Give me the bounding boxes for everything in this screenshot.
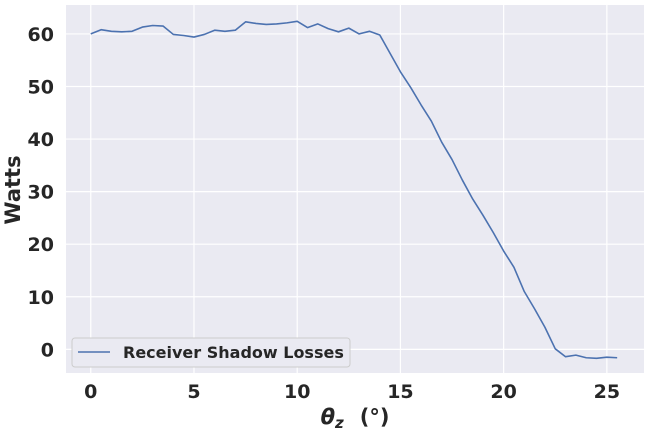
x-axis-label-unit: (°) bbox=[360, 405, 390, 429]
x-tick-label: 10 bbox=[284, 381, 310, 403]
y-tick-label: 30 bbox=[28, 182, 54, 204]
series-layer bbox=[90, 20, 618, 360]
x-tick-label: 0 bbox=[84, 381, 97, 403]
x-tick-label: 5 bbox=[187, 381, 200, 403]
x-axis-ticks: 0 5 10 15 20 25 bbox=[84, 381, 620, 403]
x-axis-label-subscript: z bbox=[334, 414, 344, 432]
y-tick-label: 20 bbox=[28, 234, 54, 256]
y-tick-label: 60 bbox=[28, 24, 54, 46]
y-axis-ticks: 0 10 20 30 40 50 60 bbox=[28, 24, 54, 361]
legend: Receiver Shadow Losses bbox=[71, 337, 351, 368]
legend-box bbox=[71, 337, 351, 368]
x-axis-label-symbol: θ bbox=[321, 405, 335, 429]
legend-entry-label: Receiver Shadow Losses bbox=[123, 343, 344, 362]
x-tick-label: 15 bbox=[387, 381, 413, 403]
series-line bbox=[90, 20, 618, 360]
x-tick-label: 25 bbox=[594, 381, 620, 403]
y-tick-label: 50 bbox=[28, 76, 54, 98]
plot-background bbox=[66, 5, 644, 373]
y-axis-label: Watts bbox=[1, 155, 25, 224]
y-tick-label: 0 bbox=[41, 339, 54, 361]
x-axis-label: θz (°) bbox=[321, 405, 390, 432]
y-tick-label: 10 bbox=[28, 287, 54, 309]
x-tick-label: 20 bbox=[490, 381, 516, 403]
grid-lines bbox=[66, 5, 644, 373]
y-tick-label: 40 bbox=[28, 129, 54, 151]
